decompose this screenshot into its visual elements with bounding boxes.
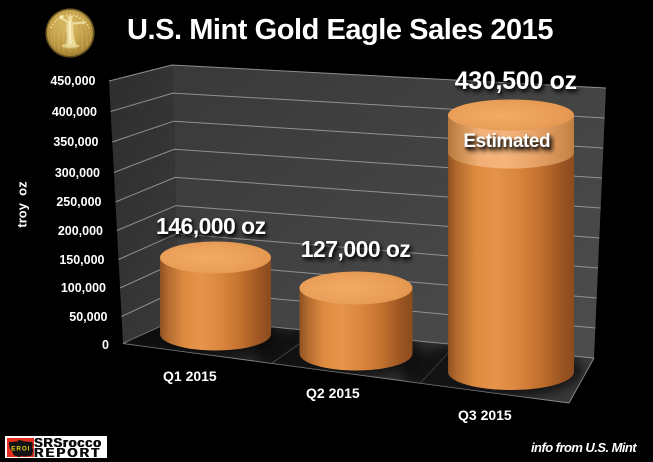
svg-text:EROI: EROI [11, 445, 30, 452]
